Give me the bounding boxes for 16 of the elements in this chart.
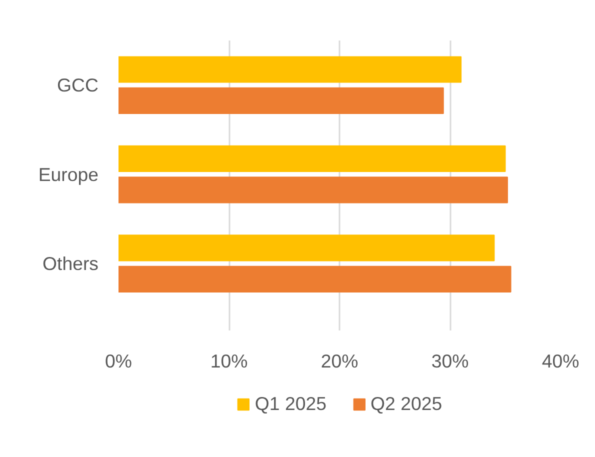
bar (118, 56, 462, 83)
legend-label: Q1 2025 (254, 393, 326, 415)
bar (118, 145, 506, 172)
x-tick-label: 20% (320, 350, 358, 372)
x-tick-label: 10% (210, 350, 248, 372)
bar (118, 266, 512, 292)
bar (118, 234, 495, 262)
x-tick-label: 40% (542, 350, 580, 372)
bar (118, 87, 444, 114)
y-tick-label: Others (42, 253, 99, 274)
x-tick-label: 30% (431, 350, 469, 372)
y-tick-label: GCC (57, 74, 99, 96)
legend-label: Q2 2025 (370, 393, 442, 415)
bar (118, 176, 508, 204)
x-tick-label: 0% (105, 350, 132, 372)
y-tick-label: Europe (38, 164, 99, 185)
